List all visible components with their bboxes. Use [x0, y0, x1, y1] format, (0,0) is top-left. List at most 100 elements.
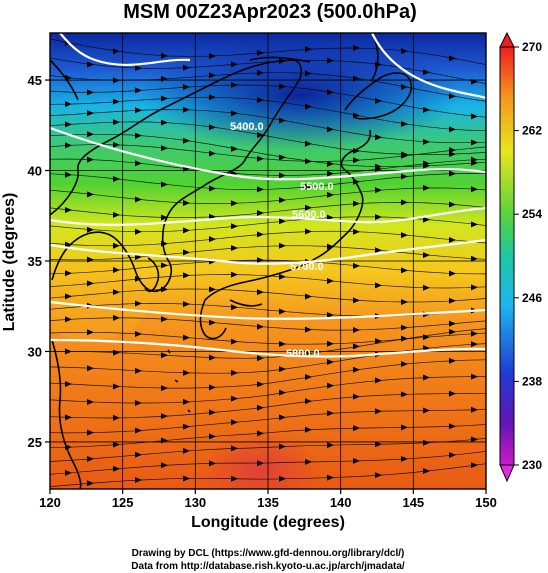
- wind-arrow: [305, 398, 312, 405]
- wind-arrow: [161, 352, 168, 359]
- contour-label-5500: 5500.0: [300, 181, 334, 193]
- wind-arrow: [183, 64, 190, 71]
- wind-arrow: [65, 142, 72, 149]
- colorbar-min-arrow: [499, 464, 515, 483]
- wind-arrow: [257, 231, 264, 238]
- wind-arrow: [209, 460, 216, 467]
- wind-arrow: [87, 455, 94, 462]
- wind-arrow: [279, 443, 286, 450]
- colorbar: 270 262 254 246 238 230: [499, 31, 542, 483]
- wind-arrow: [65, 381, 72, 388]
- wind-arrow: [471, 186, 478, 193]
- wind-arrow: [449, 147, 456, 154]
- wind-arrow: [327, 340, 334, 347]
- wind-arrow: [327, 358, 334, 365]
- colorbar-tick-label: 254: [522, 207, 542, 221]
- wind-arrow: [353, 343, 360, 350]
- wind-arrow: [257, 49, 264, 56]
- wind-arrow: [471, 436, 478, 443]
- wind-arrow: [257, 209, 264, 216]
- wind-arrow: [209, 286, 216, 293]
- wind-arrow: [375, 247, 382, 254]
- wind-arrow: [471, 341, 478, 348]
- wind-arrow: [401, 360, 408, 367]
- wind-arrow: [135, 427, 142, 434]
- wind-arrow: [401, 173, 408, 180]
- wind-arrow: [423, 106, 430, 113]
- wind-arrow: [113, 314, 120, 321]
- wind-arrow: [401, 152, 408, 159]
- wind-arrow: [279, 154, 286, 161]
- wind-arrow: [279, 389, 286, 396]
- wind-arrow: [113, 48, 120, 55]
- wind-arrow: [305, 158, 312, 165]
- wind-arrow: [401, 324, 408, 331]
- wind-arrow: [209, 433, 216, 440]
- wind-arrow: [449, 390, 456, 397]
- wind-arrow: [257, 69, 264, 76]
- wind-arrow: [113, 119, 120, 126]
- wind-arrow: [257, 355, 264, 362]
- wind-arrow: [161, 119, 168, 126]
- wind-arrow: [183, 475, 190, 482]
- wind-arrow: [471, 462, 478, 469]
- contour-5700: [50, 300, 486, 320]
- wind-arrow: [231, 395, 238, 402]
- wind-arrow: [87, 110, 94, 117]
- x-axis: 120 125 130 135 140 145 150: [39, 489, 497, 510]
- wind-arrow: [423, 467, 430, 474]
- wind-arrow: [161, 214, 168, 221]
- wind-arrow: [113, 242, 120, 249]
- wind-arrow: [135, 367, 142, 374]
- wind-arrow: [231, 81, 238, 88]
- wind-arrow: [65, 207, 72, 214]
- wind-arrow: [471, 330, 478, 337]
- wind-arrow: [257, 186, 264, 193]
- x-tick-label: 140: [330, 495, 352, 510]
- wind-arrow: [113, 211, 120, 218]
- wind-arrow: [257, 289, 264, 296]
- wind-arrow: [279, 117, 286, 124]
- wind-arrow: [65, 270, 72, 277]
- wind-arrow: [87, 480, 94, 487]
- wind-arrow: [135, 196, 142, 203]
- plot-title: MSM 00Z23Apr2023 (500.0hPa): [123, 1, 416, 23]
- wind-arrow: [135, 87, 142, 94]
- contour-5600: [50, 238, 486, 265]
- wind-arrow: [423, 345, 430, 352]
- wind-arrow: [135, 400, 142, 407]
- wind-arrow: [449, 126, 456, 133]
- wind-arrow: [327, 191, 334, 198]
- wind-arrow: [161, 462, 168, 469]
- wind-arrow: [353, 157, 360, 164]
- wind-arrow: [257, 132, 264, 139]
- wind-arrow: [209, 319, 216, 326]
- wind-arrow: [449, 93, 456, 100]
- wind-arrow: [65, 293, 72, 300]
- wind-arrow: [279, 172, 286, 179]
- coastlines: [50, 39, 412, 489]
- wind-arrow: [305, 70, 312, 77]
- wind-arrow: [279, 197, 286, 204]
- x-tick-label: 145: [402, 495, 424, 510]
- wind-arrow: [209, 185, 216, 192]
- wind-arrow: [327, 126, 334, 133]
- wind-arrow: [135, 160, 142, 167]
- wind-arrow: [305, 293, 312, 300]
- wind-arrow: [471, 156, 478, 163]
- wind-arrow: [209, 150, 216, 157]
- wind-arrow: [423, 374, 430, 381]
- wind-arrow: [87, 226, 94, 233]
- wind-arrow: [305, 326, 312, 333]
- wind-arrow: [65, 469, 72, 476]
- wind-arrow: [231, 271, 238, 278]
- wind-arrow: [231, 223, 238, 230]
- wind-arrow: [423, 439, 430, 446]
- contour-label-5800: 5800.0: [286, 348, 320, 360]
- wind-arrow: [449, 297, 456, 304]
- wind-arrow: [113, 441, 120, 448]
- wind-arrow: [231, 475, 238, 482]
- wind-arrow: [161, 145, 168, 152]
- wind-arrow: [305, 373, 312, 380]
- wind-arrow: [257, 323, 264, 330]
